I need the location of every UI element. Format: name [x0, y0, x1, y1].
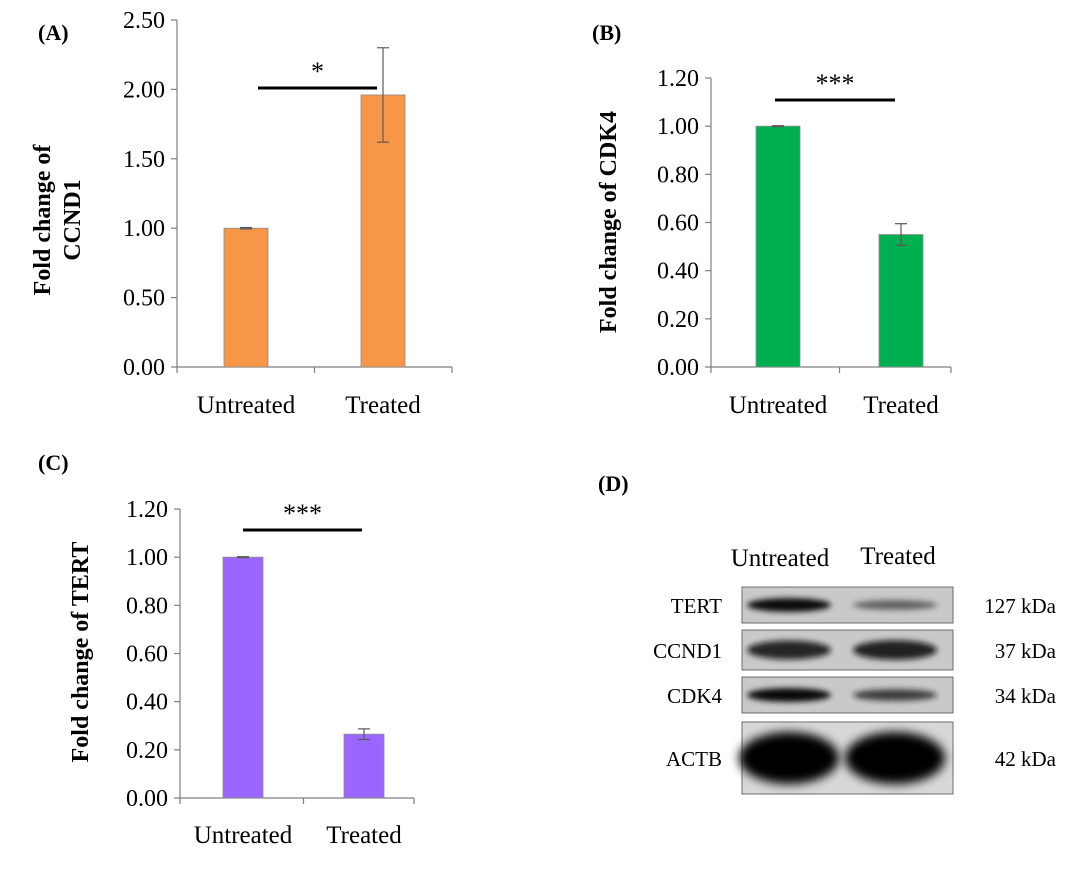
panel-d-label: (D)	[598, 471, 629, 496]
y-tick-label: 0.20	[657, 307, 699, 333]
panel-c: (C) 0.00 0.20 0.40 0.60 0.80 1.00 1.20 Untreate…	[38, 450, 415, 849]
y-tick-label: 0.80	[657, 162, 699, 188]
y-axis-label: Fold change of CDK4	[596, 111, 622, 333]
blot-row-tert: TERT 127 kDa	[671, 586, 1057, 624]
y-tick-label: 0.00	[123, 355, 165, 381]
category-label: Untreated	[729, 392, 828, 419]
category-label: Treated	[345, 392, 421, 419]
category-label: Untreated	[194, 822, 293, 849]
blot-row-ccnd1: CCND1 37 kDa	[653, 629, 1057, 671]
blot-band	[739, 732, 839, 784]
y-axis-label-line: Fold change of	[30, 144, 56, 296]
bar-untreated	[755, 125, 801, 368]
blot-band	[853, 600, 937, 610]
blot-protein-label: CCND1	[653, 639, 722, 663]
y-tick-label: 1.20	[657, 66, 699, 92]
panel-b: (B) 0.00 0.20 0.40 0.60 0.80 1.00 1.20 Untreate…	[592, 20, 952, 419]
blot-mw-label: 34 kDa	[995, 684, 1057, 708]
panel-c-label: (C)	[38, 450, 69, 475]
category-label: Treated	[863, 392, 939, 419]
y-tick-label: 1.20	[126, 497, 168, 523]
y-tick-label: 0.20	[126, 738, 168, 764]
bar-treated	[878, 234, 924, 368]
y-tick-label: 1.00	[123, 216, 165, 242]
blot-protein-label: TERT	[671, 594, 722, 618]
blot-band	[747, 640, 831, 660]
panel-b-label: (B)	[592, 20, 621, 45]
blot-protein-label: ACTB	[666, 747, 722, 771]
panel-a-label: (A)	[38, 20, 69, 45]
y-axis-label: Fold change of TERT	[68, 542, 94, 763]
y-tick-label: 0.00	[657, 355, 699, 381]
blot-mw-label: 37 kDa	[995, 639, 1057, 663]
y-tick-label: 1.50	[123, 147, 165, 173]
panel-a: (A) 0.00 0.50 1.00 1.50 2.00 2.50 Untreated Tre…	[30, 8, 453, 419]
blot-mw-label: 42 kDa	[995, 747, 1057, 771]
blot-column-untreated: Untreated	[731, 545, 830, 572]
y-tick-label: 0.40	[657, 259, 699, 285]
significance-stars: ***	[283, 499, 322, 528]
y-tick-label: 0.00	[126, 786, 168, 812]
y-axis-label-line: Fold change of TERT	[68, 542, 94, 763]
blot-band	[747, 688, 831, 702]
bar-untreated	[223, 227, 269, 368]
blot-band	[747, 598, 831, 612]
y-axis-label-line: CCND1	[60, 179, 86, 260]
category-label: Untreated	[197, 392, 296, 419]
blot-row-actb: ACTB 42 kDa	[666, 721, 1057, 795]
y-tick-label: 0.80	[126, 593, 168, 619]
y-tick-label: 0.60	[657, 211, 699, 237]
significance-stars: ***	[816, 69, 855, 98]
y-tick-label: 1.00	[657, 114, 699, 140]
blot-protein-label: CDK4	[667, 684, 722, 708]
y-tick-label: 2.50	[123, 8, 165, 34]
significance-stars: *	[311, 57, 324, 86]
category-label: Treated	[326, 822, 402, 849]
bar-untreated	[222, 556, 264, 799]
blot-row-cdk4: CDK4 34 kDa	[667, 676, 1057, 714]
y-tick-label: 0.50	[123, 286, 165, 312]
blot-band	[853, 689, 937, 701]
blot-band	[853, 640, 937, 660]
blot-band	[845, 732, 945, 784]
blot-column-treated: Treated	[860, 543, 936, 570]
bar-treated	[343, 733, 385, 799]
y-tick-label: 0.60	[126, 642, 168, 668]
y-axis-label: Fold change of CCND1	[30, 144, 86, 296]
blot-rows: TERT 127 kDa CCND1 37 kDa CDK4 34 kDa ACTB 42 k…	[653, 586, 1057, 795]
y-tick-label: 1.00	[126, 545, 168, 571]
blot-mw-label: 127 kDa	[984, 594, 1056, 618]
y-tick-label: 2.00	[123, 77, 165, 103]
panel-d: (D) Untreated Treated TERT 127 kDa CCND1 37…	[598, 471, 1057, 795]
y-tick-label: 0.40	[126, 690, 168, 716]
y-axis-label-line: Fold change of CDK4	[596, 111, 622, 333]
